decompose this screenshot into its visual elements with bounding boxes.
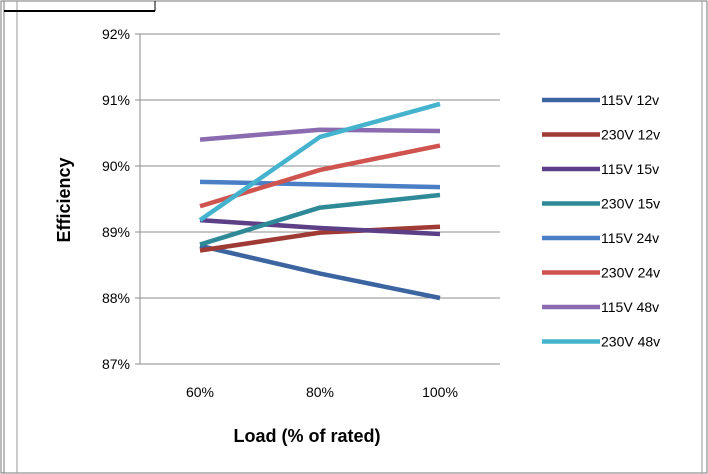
series-line bbox=[199, 127, 441, 142]
series-line bbox=[199, 179, 441, 190]
series-line bbox=[199, 192, 441, 247]
y-tick-label: 92% bbox=[102, 26, 130, 42]
y-tick-label: 89% bbox=[102, 224, 130, 240]
axes bbox=[139, 34, 500, 365]
x-axis-label: Load (% of rated) bbox=[234, 426, 381, 446]
x-tick-label: 60% bbox=[186, 384, 214, 400]
legend-label: 115V 12v bbox=[601, 92, 659, 108]
y-tick-label: 87% bbox=[102, 356, 130, 372]
y-tick-labels: 87% 88% 89% 90% 91% 92% bbox=[102, 26, 130, 372]
x-tick-label: 80% bbox=[306, 384, 334, 400]
y-axis-label: Efficiency bbox=[54, 157, 74, 242]
legend-label: 115V 48v bbox=[601, 299, 659, 315]
legend: 115V 12v 230V 12v 115V 15v 230V 15v 115V 24v… bbox=[542, 92, 660, 350]
series-line bbox=[199, 224, 441, 253]
series-line bbox=[198, 101, 441, 222]
x-tick-labels: 60% 80% 100% bbox=[186, 384, 458, 400]
legend-label: 230V 15v bbox=[601, 196, 660, 212]
series-lines bbox=[198, 101, 441, 301]
x-tick-label: 100% bbox=[422, 384, 458, 400]
y-tick-label: 91% bbox=[102, 92, 130, 108]
y-tick-label: 88% bbox=[102, 290, 130, 306]
legend-label: 230V 48v bbox=[601, 334, 660, 350]
legend-label: 230V 12v bbox=[601, 127, 660, 143]
legend-label: 230V 24v bbox=[601, 265, 660, 281]
y-tick-label: 90% bbox=[102, 158, 130, 174]
legend-label: 115V 15v bbox=[601, 161, 659, 177]
legend-label: 115V 24v bbox=[601, 230, 659, 246]
series-line bbox=[199, 217, 441, 237]
series-line bbox=[199, 243, 441, 301]
